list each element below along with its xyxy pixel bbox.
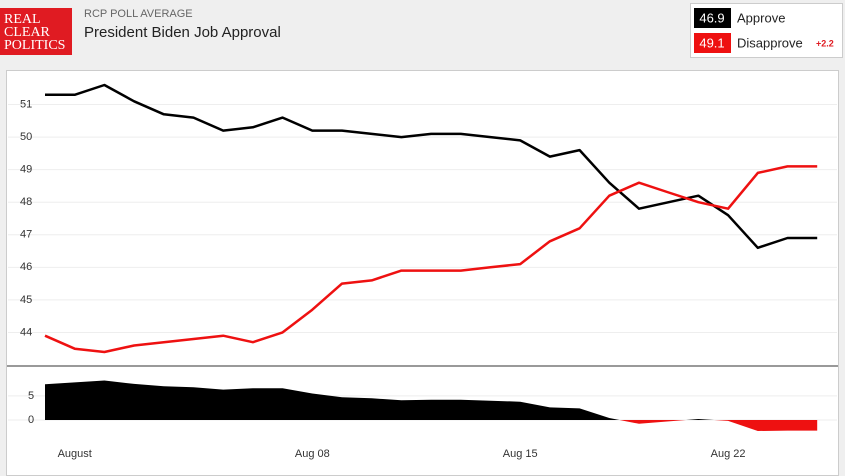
chart-title: President Biden Job Approval	[84, 24, 281, 41]
x-tick-label: Aug 22	[711, 448, 746, 460]
spread-area-positive	[45, 380, 714, 420]
x-tick-label: Aug 08	[295, 448, 330, 460]
y-tick-label: 48	[20, 196, 32, 208]
legend-value: 46.9	[699, 10, 724, 25]
y-tick-label: 46	[20, 261, 32, 273]
logo-box	[0, 8, 72, 55]
y-tick-label: 44	[20, 326, 32, 338]
y-tick-label: 45	[20, 294, 32, 306]
y-tick-label: 49	[20, 164, 32, 176]
y-tick-label: 0	[28, 414, 34, 426]
series-line	[44, 165, 818, 354]
legend-value: 49.1	[699, 35, 724, 50]
logo-text: REAL	[4, 12, 41, 27]
y-tick-label: 47	[20, 229, 32, 241]
logo-text: POLITICS	[4, 38, 65, 53]
spread-area-negative	[45, 419, 818, 431]
legend-label: Approve	[737, 10, 785, 25]
x-tick-label: Aug 15	[503, 448, 538, 460]
spread-label: +2.2	[816, 38, 834, 48]
source: RCP POLL AVERAGE	[84, 8, 193, 20]
y-tick-label: 50	[20, 131, 32, 143]
y-tick-label: 51	[20, 98, 32, 110]
legend-swatch	[694, 8, 731, 28]
legend-swatch	[694, 33, 731, 53]
legend-label: Disapprove	[737, 35, 803, 50]
x-tick-label: August	[58, 448, 92, 460]
y-tick-label: 5	[28, 390, 34, 402]
logo-text: CLEAR	[4, 25, 51, 40]
